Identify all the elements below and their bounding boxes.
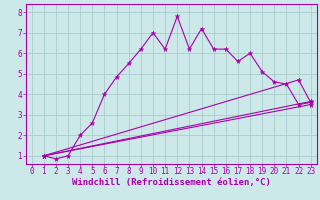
X-axis label: Windchill (Refroidissement éolien,°C): Windchill (Refroidissement éolien,°C) [72, 178, 271, 187]
